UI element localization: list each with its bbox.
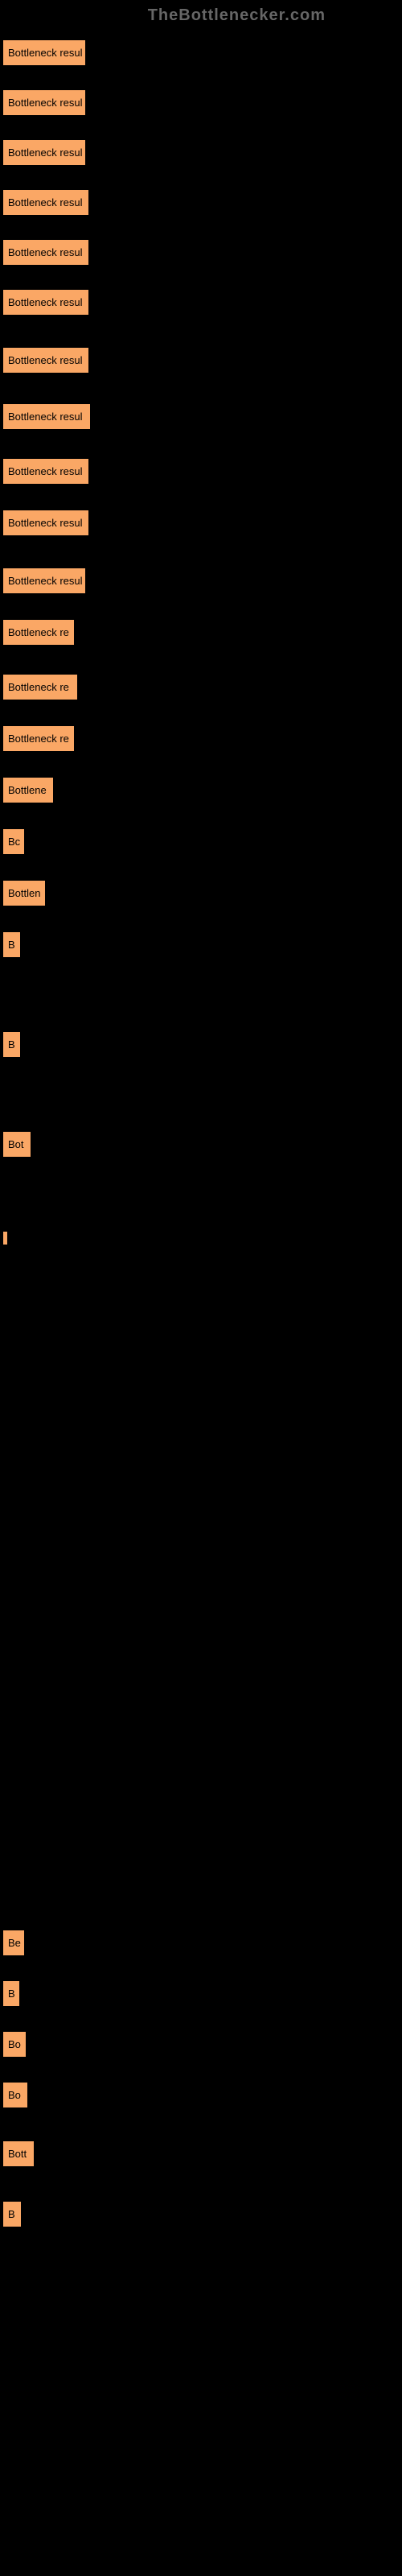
bottleneck-link-20[interactable]: [3, 1232, 7, 1245]
bottleneck-link-label: Bott: [8, 2148, 27, 2160]
bottleneck-link-label: B: [8, 1988, 15, 2000]
bottleneck-link-label: Bot: [8, 1138, 24, 1150]
bottleneck-link-10[interactable]: Bottleneck resul: [3, 568, 85, 593]
bottleneck-link-11[interactable]: Bottleneck re: [3, 620, 74, 645]
bottleneck-link-4[interactable]: Bottleneck resul: [3, 240, 88, 265]
bottleneck-link-label: Bo: [8, 2038, 21, 2050]
bottleneck-link-label: B: [8, 939, 15, 951]
bottleneck-link-1[interactable]: Bottleneck resul: [3, 90, 85, 115]
bottleneck-link-17[interactable]: B: [3, 932, 20, 957]
bottleneck-link-label: Bottleneck resul: [8, 246, 83, 258]
bottleneck-link-label: Bottleneck resul: [8, 575, 83, 587]
bottleneck-link-15[interactable]: Bc: [3, 829, 24, 854]
bottleneck-link-25[interactable]: Bott: [3, 2141, 34, 2166]
bottleneck-link-label: Bottlene: [8, 784, 47, 796]
bottleneck-link-label: Bottleneck re: [8, 626, 69, 638]
bottleneck-link-5[interactable]: Bottleneck resul: [3, 290, 88, 315]
bottleneck-link-label: Bottleneck resul: [8, 97, 83, 109]
bottleneck-link-24[interactable]: Bo: [3, 2083, 27, 2107]
site-brand: TheBottlenecker.com: [148, 6, 326, 25]
bottleneck-link-19[interactable]: Bot: [3, 1132, 31, 1157]
bottleneck-link-label: Be: [8, 1937, 21, 1949]
bottleneck-link-label: Bottleneck resul: [8, 196, 83, 208]
bottleneck-link-label: Bottleneck re: [8, 733, 69, 745]
bottleneck-link-7[interactable]: Bottleneck resul: [3, 404, 90, 429]
bottleneck-link-label: Bottleneck resul: [8, 517, 83, 529]
bottleneck-link-18[interactable]: B: [3, 1032, 20, 1057]
bottleneck-link-label: Bo: [8, 2089, 21, 2101]
bottleneck-link-label: Bottleneck resul: [8, 465, 83, 477]
bottleneck-link-9[interactable]: Bottleneck resul: [3, 510, 88, 535]
bottleneck-link-label: Bottleneck resul: [8, 47, 83, 59]
bottleneck-link-6[interactable]: Bottleneck resul: [3, 348, 88, 373]
bottleneck-link-label: Bottleneck resul: [8, 354, 83, 366]
bottleneck-link-26[interactable]: B: [3, 2202, 21, 2227]
bottleneck-link-8[interactable]: Bottleneck resul: [3, 459, 88, 484]
bottleneck-link-label: B: [8, 2208, 15, 2220]
bottleneck-link-label: Bottleneck resul: [8, 411, 83, 423]
bottleneck-link-22[interactable]: B: [3, 1981, 19, 2006]
bottleneck-link-label: Bc: [8, 836, 20, 848]
bottleneck-link-label: Bottlen: [8, 887, 40, 899]
bottleneck-link-12[interactable]: Bottleneck re: [3, 675, 77, 700]
bottleneck-link-23[interactable]: Bo: [3, 2032, 26, 2057]
bottleneck-link-label: B: [8, 1038, 15, 1051]
bottleneck-link-label: Bottleneck resul: [8, 296, 83, 308]
bottleneck-link-21[interactable]: Be: [3, 1930, 24, 1955]
bottleneck-link-13[interactable]: Bottleneck re: [3, 726, 74, 751]
bottleneck-link-label: Bottleneck resul: [8, 147, 83, 159]
bottleneck-link-3[interactable]: Bottleneck resul: [3, 190, 88, 215]
bottleneck-link-2[interactable]: Bottleneck resul: [3, 140, 85, 165]
bottleneck-link-0[interactable]: Bottleneck resul: [3, 40, 85, 65]
bottleneck-link-16[interactable]: Bottlen: [3, 881, 45, 906]
bottleneck-link-14[interactable]: Bottlene: [3, 778, 53, 803]
bottleneck-link-label: Bottleneck re: [8, 681, 69, 693]
